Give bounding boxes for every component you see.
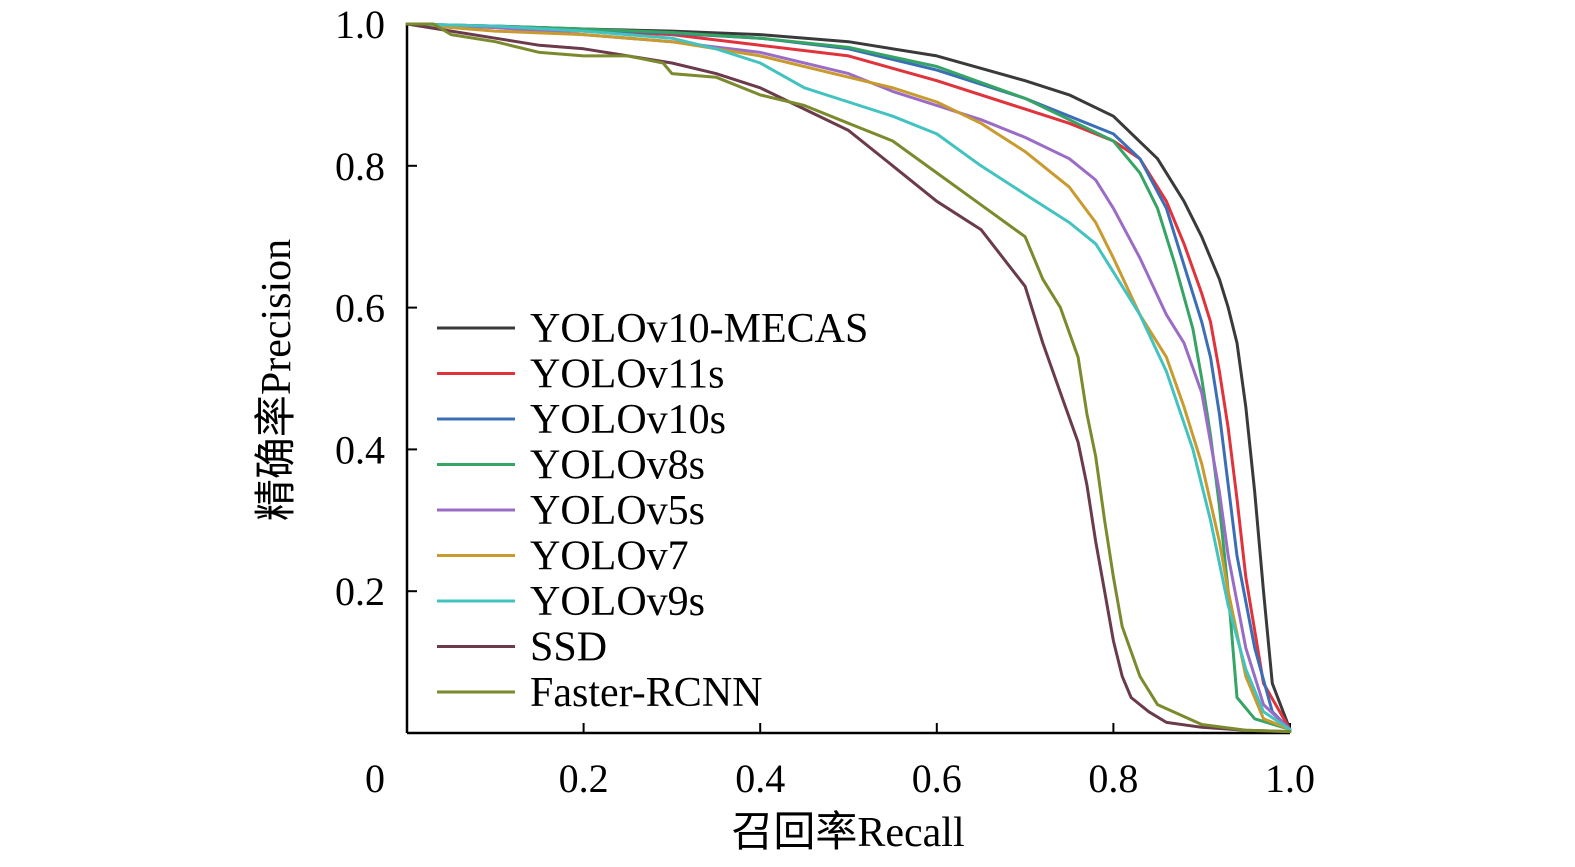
legend-item-yolov5s: YOLOv5s [437,488,705,534]
legend-label: YOLOv8s [530,443,705,489]
series-line-yolov10-mecas [405,22,1292,731]
legend-label: YOLOv10s [530,397,726,443]
x-tick-label: 0.6 [912,756,962,801]
legend-item-yolov10-mecas: YOLOv10-MECAS [437,306,868,352]
y-tick-label: 1.0 [335,2,385,47]
x-tick-label: 0.2 [559,756,609,801]
legend-item-yolov8s: YOLOv8s [437,443,705,489]
series-layer [405,22,1292,734]
legend-label: YOLOv10-MECAS [530,306,868,352]
y-tick-label: 0.6 [335,286,385,331]
series-line-yolov8s [405,22,1292,731]
legend-label: SSD [530,625,607,671]
axes [405,24,1290,735]
y-ticks: 0.2 0.4 0.6 0.8 1.0 [335,2,417,614]
x-axis-title: 召回率Recall [731,809,964,856]
series-line-ssd [405,22,1292,734]
x-tick-label: 0.4 [735,756,785,801]
y-axis-title: 精确率Precision [253,239,300,521]
legend-label: YOLOv5s [530,488,705,534]
legend-item-faster-rcnn: Faster-RCNN [437,670,762,716]
x-tick-label: 0.8 [1088,756,1138,801]
legend-item-yolov7: YOLOv7 [437,534,689,580]
x-tick-label: 1.0 [1265,756,1315,801]
legend-item-yolov10s: YOLOv10s [437,397,726,443]
x-tick-label: 0 [365,756,385,801]
series-line-yolov9s [405,22,1292,731]
legend-label: YOLOv9s [530,579,705,625]
y-tick-label: 0.2 [335,569,385,614]
legend-item-yolov9s: YOLOv9s [437,579,705,625]
y-tick-label: 0.4 [335,427,385,472]
legend-item-yolov11s: YOLOv11s [437,352,724,398]
legend-label: Faster-RCNN [530,670,762,716]
series-line-yolov5s [405,22,1292,731]
legend-label: YOLOv11s [530,352,724,398]
series-line-faster-rcnn [405,22,1292,734]
y-tick-label: 0.8 [335,144,385,189]
legend-label: YOLOv7 [530,534,689,580]
x-ticks: 0 0.2 0.4 0.6 0.8 1.0 [365,723,1315,801]
legend-item-ssd: SSD [437,625,607,671]
legend: YOLOv10-MECASYOLOv11sYOLOv10sYOLOv8sYOLO… [437,306,868,716]
